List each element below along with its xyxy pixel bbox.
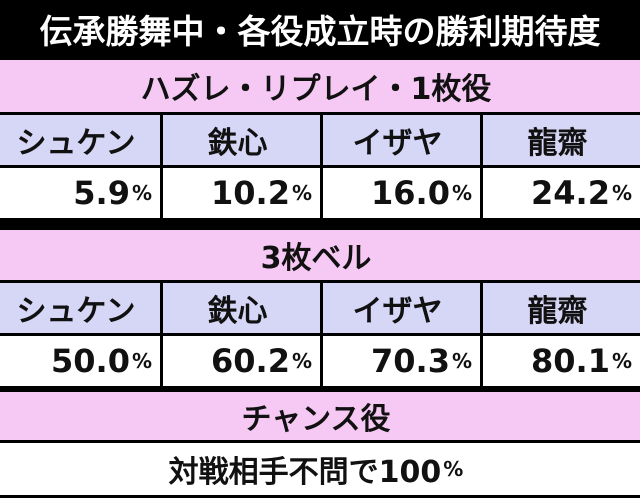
name: イザヤ [352, 294, 443, 329]
value-cell: 10.2% [163, 168, 320, 218]
value: 16.0 [371, 174, 450, 212]
value: 50.0 [51, 342, 130, 380]
unit: % [611, 349, 632, 373]
name-cell: 鉄心 [163, 283, 320, 333]
unit: % [131, 181, 152, 205]
value-cell: 70.3% [323, 336, 480, 386]
name-cell: イザヤ [323, 283, 480, 333]
value-cell: 16.0% [323, 168, 480, 218]
note-cell: 対戦相手不問で100% [0, 443, 640, 495]
name: シュケン [16, 294, 136, 329]
value-cell: 80.1% [483, 336, 640, 386]
name: 龍齋 [527, 126, 588, 161]
value: 10.2 [211, 174, 290, 212]
header-text: ハズレ・リプレイ・1枚役 [140, 72, 492, 107]
value-cell: 5.9% [0, 168, 160, 218]
value: 24.2 [531, 174, 610, 212]
value: 80.1 [531, 342, 610, 380]
unit: % [443, 457, 464, 481]
unit: % [451, 181, 472, 205]
value: 60.2 [211, 342, 290, 380]
value: 70.3 [371, 342, 450, 380]
title-bar: 伝承勝舞中・各役成立時の勝利期待度 [0, 0, 640, 58]
value-cell: 50.0% [0, 336, 160, 386]
name: イザヤ [352, 126, 443, 161]
name: シュケン [16, 126, 136, 161]
name: 龍齋 [527, 294, 588, 329]
name-cell: 龍齋 [483, 115, 640, 165]
name-cell: 鉄心 [163, 115, 320, 165]
name: 鉄心 [207, 126, 268, 161]
name-cell: イザヤ [323, 115, 480, 165]
section-header: ハズレ・リプレイ・1枚役 [0, 60, 640, 112]
header-text: 3枚ベル [260, 241, 372, 276]
unit: % [611, 181, 632, 205]
unit: % [451, 349, 472, 373]
value-cell: 24.2% [483, 168, 640, 218]
section-header: チャンス役 [0, 392, 640, 440]
note: 対戦相手不問で100 [168, 455, 442, 490]
name-cell: シュケン [0, 115, 160, 165]
section-header: 3枚ベル [0, 230, 640, 280]
value-cell: 60.2% [163, 336, 320, 386]
title: 伝承勝舞中・各役成立時の勝利期待度 [39, 12, 601, 51]
unit: % [291, 349, 312, 373]
name-cell: 龍齋 [483, 283, 640, 333]
name-cell: シュケン [0, 283, 160, 333]
value: 5.9 [73, 174, 130, 212]
unit: % [291, 181, 312, 205]
name: 鉄心 [207, 294, 268, 329]
unit: % [131, 349, 152, 373]
header-text: チャンス役 [241, 402, 391, 437]
